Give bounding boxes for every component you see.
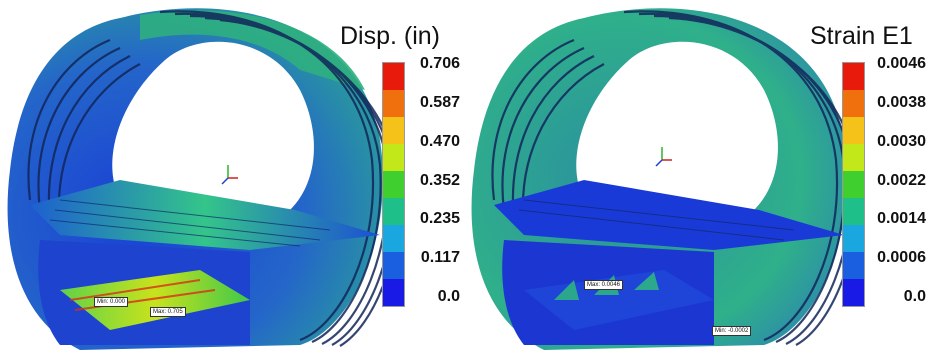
- min-value-label: Min: -0.0002: [712, 326, 752, 336]
- legend-title: Disp. (in): [340, 22, 441, 50]
- legend-color-swatch: [843, 198, 864, 225]
- legend-color-swatch: [843, 117, 864, 144]
- legend-tick-label: 0.0038: [877, 93, 926, 111]
- legend-tick-label: 0.117: [420, 249, 460, 267]
- axis-triad-icon: [655, 147, 672, 167]
- legend-color-swatch: [843, 144, 864, 171]
- legend-color-swatch: [383, 279, 404, 306]
- legend-tick-label: 0.0030: [877, 132, 926, 150]
- legend-color-swatch: [383, 171, 404, 198]
- legend-color-swatch: [383, 144, 404, 171]
- strain-color-bar: [842, 62, 865, 307]
- legend-color-swatch: [383, 63, 404, 90]
- legend-tick-label: 0.0022: [877, 171, 926, 189]
- displacement-legend-ticks: 0.706 0.587 0.470 0.352 0.235 0.117 0.0: [405, 55, 460, 305]
- legend-color-swatch: [843, 252, 864, 279]
- legend-tick-label: 0.706: [419, 55, 460, 72]
- strain-panel: Max: 0.0046 Min: -0.0002 Strain E1 0.004…: [464, 0, 927, 353]
- strain-contour-model: [471, 8, 860, 351]
- legend-tick-label: 0.0006: [877, 249, 926, 267]
- legend-color-swatch: [383, 90, 404, 117]
- legend-color-swatch: [383, 198, 404, 225]
- min-value-label: Min: 0.000: [94, 297, 129, 307]
- legend-tick-label: 0.0046: [877, 55, 926, 72]
- legend-color-swatch: [843, 90, 864, 117]
- legend-color-swatch: [383, 252, 404, 279]
- legend-color-swatch: [383, 117, 404, 144]
- displacement-contour-model: [7, 8, 402, 351]
- legend-tick-label: 0.587: [419, 93, 460, 111]
- displacement-color-bar: [382, 62, 405, 307]
- max-value-label: Max: 0.705: [150, 307, 186, 317]
- displacement-panel: Min: 0.000 Max: 0.705 Disp. (in) 0.706 0.…: [0, 0, 463, 353]
- legend-color-swatch: [383, 225, 404, 252]
- legend-color-swatch: [843, 171, 864, 198]
- strain-legend-ticks: 0.0046 0.0038 0.0030 0.0022 0.0014 0.0006 0.0: [866, 55, 926, 305]
- legend-tick-label: 0.470: [419, 132, 460, 150]
- legend-tick-label: 0.235: [419, 210, 460, 228]
- legend-tick-label: 0.352: [419, 171, 460, 189]
- legend-color-swatch: [843, 63, 864, 90]
- legend-color-swatch: [843, 279, 864, 306]
- legend-tick-label: 0.0014: [877, 210, 926, 228]
- axis-triad-icon: [221, 165, 238, 185]
- max-value-label: Max: 0.0046: [584, 280, 624, 290]
- legend-title: Strain E1: [810, 22, 913, 50]
- legend-tick-label: 0.0: [903, 288, 926, 305]
- legend-color-swatch: [843, 225, 864, 252]
- legend-tick-label: 0.0: [437, 288, 460, 305]
